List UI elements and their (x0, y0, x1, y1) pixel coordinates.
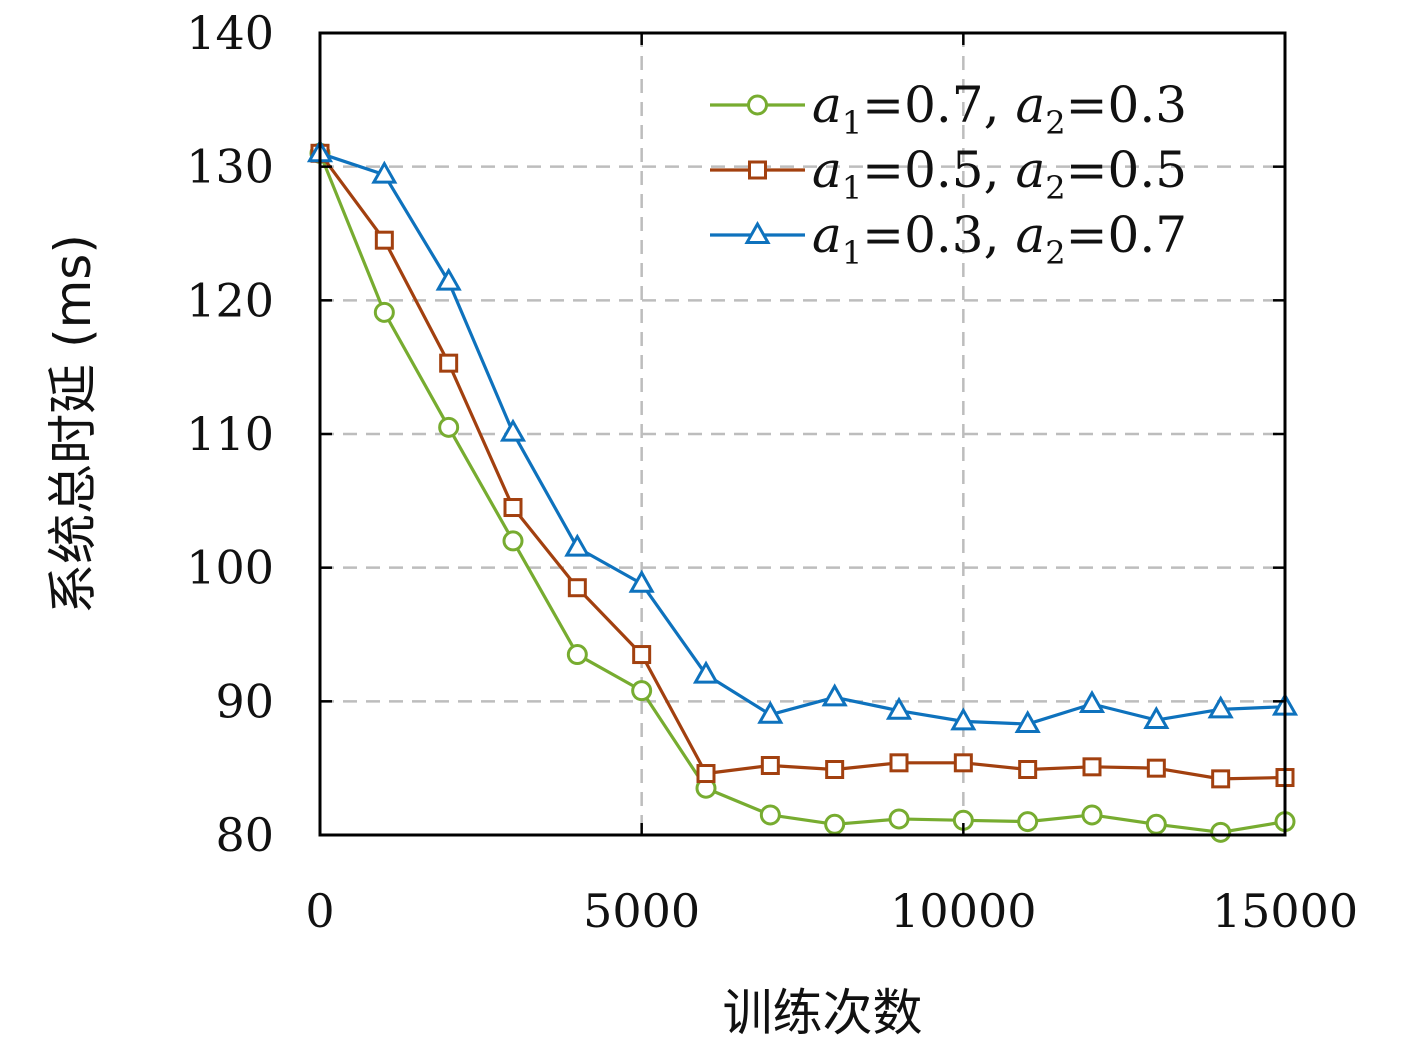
data-point-square (1082, 757, 1102, 777)
data-point-triangle (1143, 706, 1170, 730)
data-point-square (1146, 758, 1166, 778)
legend-label-v1: =0.3, (862, 206, 999, 264)
data-point-triangle (1014, 710, 1041, 734)
legend-label-v1: =0.5, (862, 141, 999, 199)
data-point-circle (438, 416, 460, 438)
data-point-square (825, 760, 845, 780)
data-point-circle (1017, 811, 1039, 833)
legend-label-a: a (812, 76, 842, 134)
legend-label-sub1: 1 (842, 104, 862, 142)
legend-label-a: a (812, 206, 842, 264)
legend-label-sub2: 2 (1045, 104, 1065, 142)
legend-label-a: a (812, 141, 842, 199)
y-tick-label: 140 (186, 6, 274, 60)
data-point-triangle (371, 160, 398, 184)
legend: a1=0.7, a2=0.3a1=0.5, a2=0.5a1=0.3, a2=0.7 (710, 76, 1187, 272)
data-point-triangle (885, 696, 913, 720)
y-tick-label: 130 (186, 140, 274, 194)
legend-label-v1: =0.7, (862, 76, 999, 134)
legend-marker-circle (747, 94, 768, 116)
x-tick-label: 15000 (1212, 884, 1358, 938)
series-triangle (306, 139, 1299, 734)
y-tick-label: 110 (186, 407, 274, 461)
legend-label-sub2: 2 (1045, 169, 1065, 207)
x-tick-label: 0 (305, 884, 334, 938)
tick-labels: 0 5000 10000 15000 80 90 100 110 120 130 140 (186, 6, 1358, 938)
legend-label-v2: =0.5 (1066, 141, 1187, 199)
legend-label: a1=0.5, a2=0.5 (812, 141, 1187, 207)
legend-marker-triangle (744, 220, 771, 244)
data-point-square (374, 230, 394, 250)
y-tick-label: 90 (215, 674, 274, 728)
data-point-triangle (950, 707, 977, 731)
data-point-circle (1145, 813, 1167, 835)
data-point-circle (502, 530, 524, 552)
y-tick-label: 80 (215, 808, 274, 862)
data-point-triangle (435, 267, 462, 291)
series-line-triangle (319, 151, 1286, 726)
data-point-triangle (564, 533, 591, 557)
legend-label-sub1: 1 (842, 234, 862, 272)
x-tick-label: 5000 (583, 884, 700, 938)
data-point-circle (1081, 804, 1103, 826)
legend-label-sub1: 1 (842, 169, 862, 207)
y-axis-title: 系统总时延 (ms) (44, 234, 102, 614)
data-point-triangle (628, 569, 655, 593)
data-point-square (503, 498, 523, 518)
data-point-square (889, 753, 909, 773)
data-point-square (1018, 760, 1038, 780)
legend-label-sub2: 2 (1045, 234, 1065, 272)
data-point-triangle (1207, 695, 1234, 719)
series-layer (306, 139, 1299, 843)
legend-item-triangle: a1=0.3, a2=0.7 (710, 206, 1187, 272)
legend-label-b: a (1015, 206, 1045, 264)
data-point-square (439, 353, 459, 373)
data-point-circle (759, 804, 781, 826)
data-point-triangle (499, 418, 527, 442)
data-point-triangle (821, 683, 848, 707)
data-point-circle (373, 301, 395, 323)
series-square (310, 143, 1295, 789)
legend-label-v2: =0.7 (1066, 206, 1187, 264)
data-point-square (1211, 769, 1231, 789)
data-point-triangle (1078, 689, 1106, 714)
data-point-circle (566, 644, 588, 666)
legend-label: a1=0.3, a2=0.7 (812, 206, 1187, 272)
x-tick-label: 10000 (890, 884, 1036, 938)
axis-ticks (318, 31, 1287, 837)
data-point-square (760, 755, 780, 775)
legend-marker-square (748, 160, 767, 180)
y-tick-label: 100 (186, 541, 274, 595)
data-point-circle (1210, 821, 1232, 843)
legend-label-b: a (1015, 141, 1045, 199)
series-line-square (318, 152, 1286, 781)
legend-item-square: a1=0.5, a2=0.5 (710, 141, 1187, 207)
y-tick-label: 120 (186, 273, 274, 327)
legend-label-v2: =0.3 (1066, 76, 1187, 134)
data-point-square (567, 578, 587, 598)
data-point-circle (631, 680, 653, 702)
data-point-circle (824, 813, 846, 835)
x-axis-title: 训练次数 (723, 984, 923, 1042)
grid-lines (320, 33, 1285, 835)
legend-label: a1=0.7, a2=0.3 (812, 76, 1187, 142)
series-line-circle (318, 152, 1286, 834)
data-point-triangle (757, 700, 784, 724)
legend-label-b: a (1015, 76, 1045, 134)
data-point-circle (888, 808, 910, 830)
legend-item-circle: a1=0.7, a2=0.3 (710, 76, 1187, 142)
data-point-triangle (692, 660, 720, 684)
data-point-square (953, 753, 973, 773)
data-point-square (632, 645, 652, 665)
data-point-square (696, 764, 716, 784)
